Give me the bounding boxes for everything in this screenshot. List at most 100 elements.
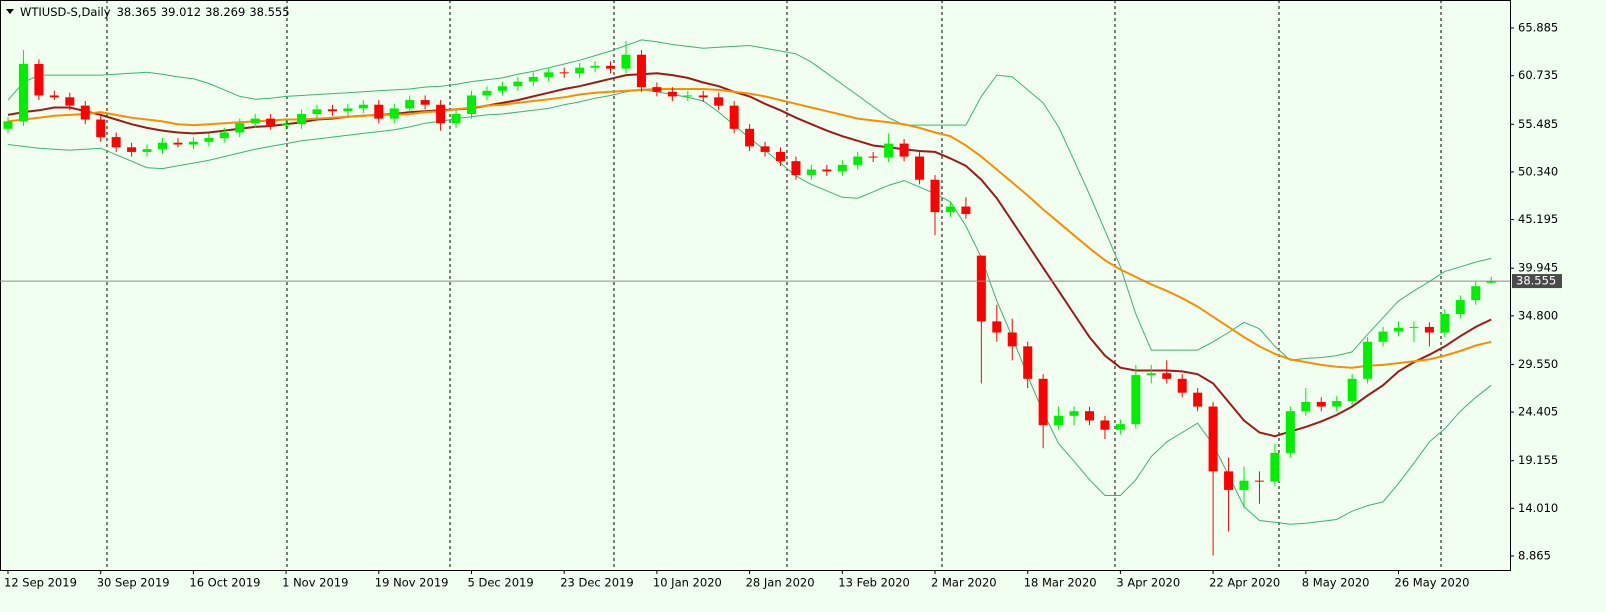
candle-body xyxy=(436,104,446,124)
open-value: 38.365 xyxy=(117,5,157,19)
last-price-label: 38.555 xyxy=(1516,274,1556,288)
candle-body xyxy=(729,105,739,129)
candle-body xyxy=(127,147,137,152)
candle-body xyxy=(482,90,492,96)
candle-body xyxy=(1224,471,1234,490)
candle-body xyxy=(467,95,476,114)
candle-body xyxy=(853,156,863,165)
candle-body xyxy=(822,169,832,172)
y-tick-label: 50.340 xyxy=(1518,164,1558,178)
candle-body xyxy=(683,95,693,97)
candle-body xyxy=(1162,373,1172,379)
candle-body xyxy=(590,65,600,68)
candle-body xyxy=(760,146,770,152)
candle-body xyxy=(3,121,13,129)
candle-body xyxy=(327,109,337,112)
candle-body xyxy=(945,206,955,213)
candle-body xyxy=(142,149,152,152)
close-value: 38.555 xyxy=(249,5,289,19)
x-tick-label: 19 Nov 2019 xyxy=(375,576,449,590)
candle-body xyxy=(374,104,384,119)
candle-body xyxy=(652,87,662,92)
x-tick-label: 13 Feb 2020 xyxy=(838,576,910,590)
x-tick-label: 5 Dec 2019 xyxy=(468,576,534,590)
candle-body xyxy=(389,108,399,119)
candle-body xyxy=(111,137,121,148)
candle-body xyxy=(343,108,353,112)
candle-body xyxy=(1285,411,1295,453)
candle-body xyxy=(1193,392,1203,407)
candle-body xyxy=(606,65,616,69)
plot-frame xyxy=(0,0,1511,571)
candle-body xyxy=(791,161,801,176)
candle-body xyxy=(992,321,1002,333)
candle-body xyxy=(358,104,368,109)
y-tick-label: 45.195 xyxy=(1518,212,1558,226)
candle-body xyxy=(1131,375,1141,425)
candle-body xyxy=(188,141,198,145)
candle-body xyxy=(1301,401,1311,412)
x-tick-label: 28 Jan 2020 xyxy=(746,576,815,590)
candle-body xyxy=(961,206,971,214)
y-tick-label: 29.550 xyxy=(1518,357,1558,371)
candle-body xyxy=(513,81,523,87)
candle-body xyxy=(621,54,631,69)
x-tick-label: 10 Jan 2020 xyxy=(653,576,722,590)
candle-body xyxy=(96,119,106,138)
candle-body xyxy=(1455,300,1465,314)
candle-body xyxy=(158,142,167,150)
y-tick-label: 65.885 xyxy=(1518,21,1558,35)
x-tick-label: 12 Sep 2019 xyxy=(4,576,77,590)
candle-body xyxy=(1347,378,1357,402)
candle-body xyxy=(1378,331,1388,342)
last-price-box xyxy=(1512,274,1562,289)
candle-body xyxy=(235,123,245,133)
candle-body xyxy=(1424,326,1434,333)
x-tick-label: 18 Mar 2020 xyxy=(1024,576,1097,590)
candle-body xyxy=(1471,286,1481,301)
candle-body xyxy=(65,97,75,106)
candle-body xyxy=(405,100,415,109)
candle-body xyxy=(1486,281,1496,283)
y-tick-label: 55.485 xyxy=(1518,117,1558,131)
menu-triangle[interactable] xyxy=(6,9,14,14)
candle-body xyxy=(930,179,940,213)
candle-body xyxy=(497,86,507,91)
candle-body xyxy=(173,142,183,145)
candle-body xyxy=(1177,378,1187,393)
candle-body xyxy=(80,105,90,120)
indicator-line xyxy=(7,39,1492,361)
candle-body xyxy=(976,255,986,322)
candle-body xyxy=(219,132,229,139)
candle-body xyxy=(1254,480,1264,482)
candle-body xyxy=(1332,401,1342,407)
candle-body xyxy=(1208,406,1218,472)
candle-body xyxy=(34,63,44,96)
candle-body xyxy=(1115,424,1125,430)
candle-body xyxy=(312,109,322,114)
candle-body xyxy=(18,63,28,122)
candle-body xyxy=(1007,332,1017,347)
candle-body xyxy=(1085,411,1094,421)
candle-body xyxy=(837,164,847,172)
candle-body xyxy=(420,100,430,105)
candle-body xyxy=(868,156,878,158)
candle-body xyxy=(250,118,260,124)
y-tick-label: 8.865 xyxy=(1518,548,1551,562)
candle-body xyxy=(544,72,554,77)
high-value: 39.012 xyxy=(161,5,201,19)
x-tick-label: 16 Oct 2019 xyxy=(189,576,260,590)
candle-body xyxy=(636,54,646,88)
candle-body xyxy=(776,151,785,162)
candle-body xyxy=(204,138,214,142)
candle-body xyxy=(266,118,276,126)
candle-body xyxy=(1270,452,1280,482)
candle-body xyxy=(1069,411,1079,416)
candle-body xyxy=(1363,341,1373,379)
x-tick-label: 30 Sep 2019 xyxy=(97,576,170,590)
y-tick-label: 34.800 xyxy=(1518,308,1558,322)
candle-body xyxy=(1146,373,1156,376)
x-tick-label: 3 Apr 2020 xyxy=(1116,576,1180,590)
